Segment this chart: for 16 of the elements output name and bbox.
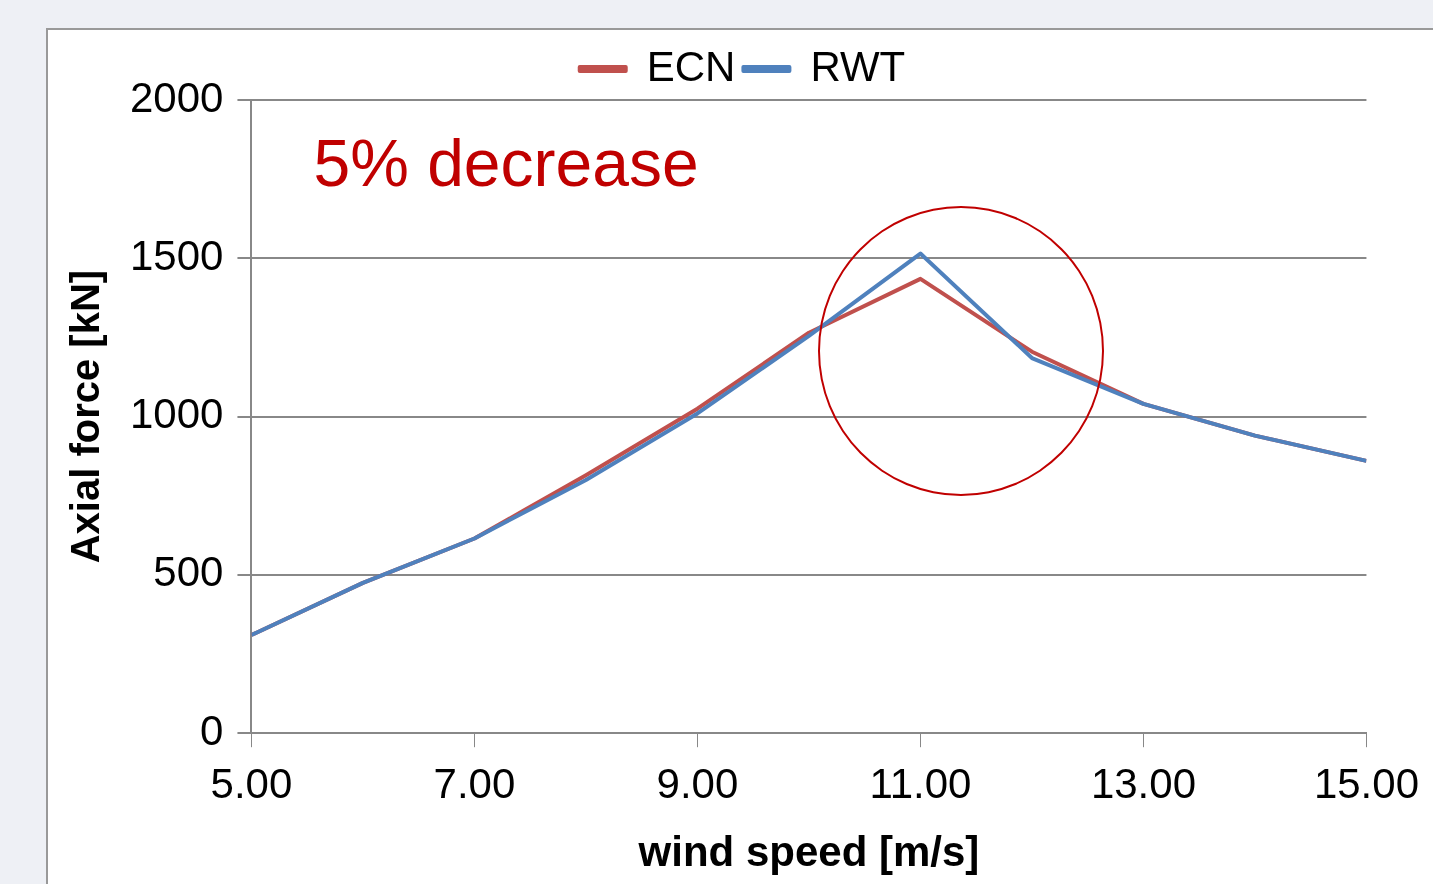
x-tick-label: 11.00 [869, 759, 972, 807]
y-tick-label: 1500 [130, 231, 224, 279]
y-tick-label: 1000 [130, 390, 224, 438]
x-tick-label: 15.00 [1313, 759, 1419, 807]
y-tick-label: 0 [200, 706, 224, 754]
y-tick-label: 2000 [130, 73, 224, 121]
legend-label: RWT [810, 42, 906, 90]
annotation: 5% decrease [313, 126, 699, 201]
y-axis-title: Axial force [kN] [63, 269, 108, 564]
x-axis-title: wind speed [m/s] [637, 828, 980, 876]
legend-label: ECN [646, 42, 736, 90]
x-tick-label: 13.00 [1090, 759, 1196, 807]
y-tick-label: 500 [153, 548, 224, 596]
x-tick-label: 5.00 [210, 759, 293, 807]
x-tick-label: 7.00 [433, 759, 516, 807]
x-tick-label: 9.00 [656, 759, 739, 807]
